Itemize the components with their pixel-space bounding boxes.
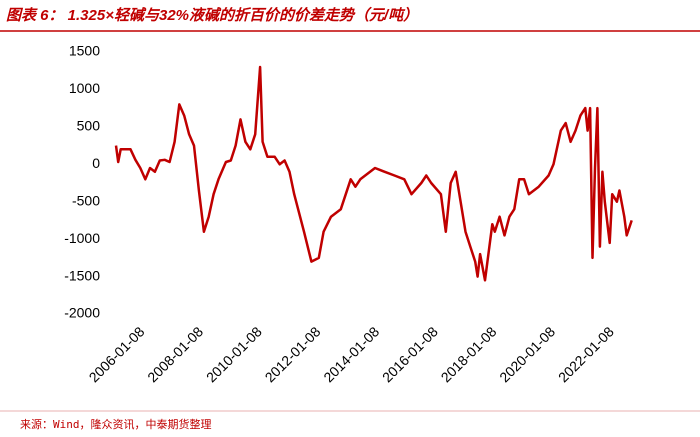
x-tick-label: 2008-01-08 xyxy=(144,323,206,385)
y-tick-label: 1500 xyxy=(69,43,100,59)
source-note: 来源：Wind，隆众资讯，中泰期货整理 xyxy=(20,417,212,431)
y-tick-label: -2000 xyxy=(64,305,100,321)
y-tick-label: -1000 xyxy=(64,230,100,246)
y-tick-label: 0 xyxy=(92,155,100,171)
x-tick-label: 2014-01-08 xyxy=(320,323,382,385)
x-tick-label: 2022-01-08 xyxy=(555,323,617,385)
x-tick-label: 2018-01-08 xyxy=(438,323,500,385)
y-tick-label: 1000 xyxy=(69,80,100,96)
y-tick-label: -500 xyxy=(72,192,100,208)
x-tick-label: 2012-01-08 xyxy=(262,323,324,385)
chart-title: 图表 6： 1.325×轻碱与32%液碱的折百价的价差走势（元/吨） xyxy=(6,6,418,24)
x-tick-label: 2020-01-08 xyxy=(496,323,558,385)
x-tick-label: 2016-01-08 xyxy=(379,323,441,385)
x-tick-label: 2010-01-08 xyxy=(203,323,265,385)
y-tick-label: -1500 xyxy=(64,267,100,283)
y-tick-label: 500 xyxy=(77,118,101,134)
series-line xyxy=(114,65,633,282)
x-tick-label: 2006-01-08 xyxy=(86,323,148,385)
